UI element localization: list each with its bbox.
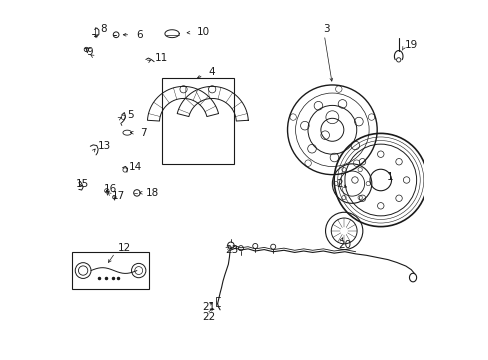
Text: 16: 16 [104,184,117,194]
Text: 17: 17 [112,191,125,201]
Text: 5: 5 [126,110,133,120]
Text: 4: 4 [208,67,215,77]
Bar [72,252,149,289]
Text: 12: 12 [118,243,131,253]
Text: 2: 2 [335,179,342,189]
Text: 7: 7 [140,128,146,138]
Text: 18: 18 [145,188,159,198]
Text: 19: 19 [405,40,418,50]
Text: 10: 10 [196,27,209,37]
Text: 15: 15 [76,179,89,189]
Text: 23: 23 [224,245,238,255]
Text: 14: 14 [129,162,142,172]
Bar [162,78,233,164]
Text: 8: 8 [100,24,107,35]
Text: 3: 3 [323,24,329,35]
Text: 20: 20 [338,240,351,250]
Text: 9: 9 [86,46,92,57]
Text: 6: 6 [136,30,142,40]
Text: 22: 22 [202,312,215,322]
Text: 13: 13 [98,140,111,150]
Text: 11: 11 [155,53,168,63]
Text: 21: 21 [202,302,215,312]
Text: 1: 1 [386,172,393,182]
